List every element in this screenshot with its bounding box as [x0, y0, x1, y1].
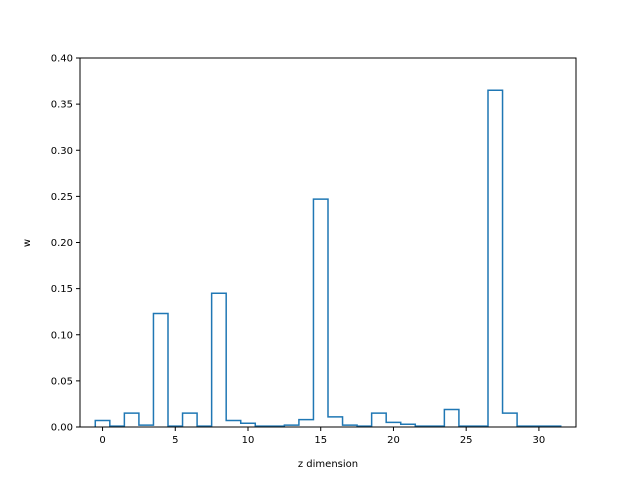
bar	[444, 409, 459, 427]
bar	[328, 417, 343, 427]
bar	[241, 423, 256, 427]
bar	[488, 90, 503, 427]
bar	[386, 422, 401, 427]
x-tick-label: 30	[533, 435, 546, 446]
x-axis-label: z dimension	[298, 459, 358, 470]
step-outline	[94, 89, 562, 427]
x-tick-label: 15	[314, 435, 327, 446]
bar	[95, 421, 110, 427]
bar	[372, 413, 387, 427]
bar	[153, 314, 168, 427]
y-tick-label: 0.05	[51, 376, 73, 387]
y-tick-label: 0.35	[51, 100, 73, 111]
x-tick-label: 20	[387, 435, 400, 446]
y-tick-label: 0.15	[51, 284, 73, 295]
x-tick-label: 10	[242, 435, 255, 446]
x-axis-ticks: 0 5 10 15 20 25 30	[99, 427, 545, 446]
bar	[212, 293, 227, 427]
x-tick-label: 0	[99, 435, 105, 446]
y-axis-label: w	[22, 239, 33, 247]
bar	[183, 413, 198, 427]
bar	[299, 420, 314, 427]
plot-frame	[79, 57, 577, 428]
y-tick-label: 0.10	[51, 330, 73, 341]
y-tick-label: 0.40	[51, 54, 73, 65]
x-tick-label: 25	[460, 435, 473, 446]
x-tick-label: 5	[172, 435, 178, 446]
y-axis-ticks: 0.00 0.05 0.10 0.15 0.20 0.25 0.30 0.35 0.40	[51, 54, 80, 434]
y-tick-label: 0.20	[51, 238, 73, 249]
bar	[226, 421, 241, 427]
y-tick-label: 0.30	[51, 146, 73, 157]
bar	[313, 199, 328, 427]
y-tick-label: 0.00	[51, 423, 73, 434]
bar	[124, 413, 139, 427]
bar	[503, 413, 518, 427]
step-series	[94, 89, 562, 427]
y-tick-label: 0.25	[51, 192, 73, 203]
